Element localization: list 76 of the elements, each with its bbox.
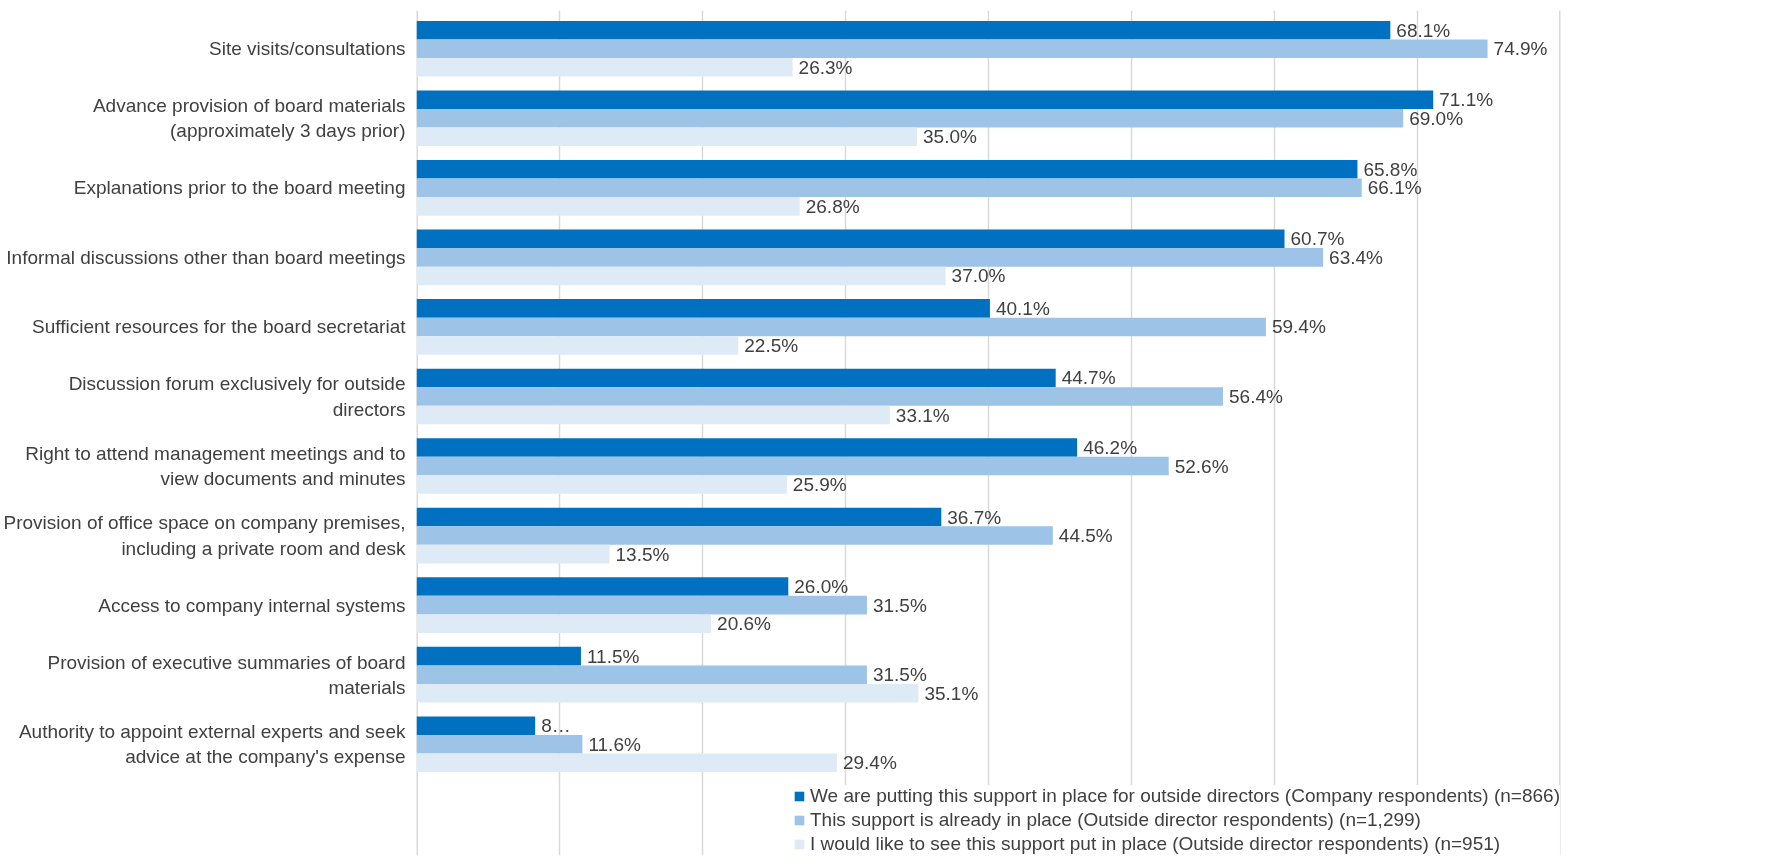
data-label: 56.4%	[1229, 385, 1283, 407]
y-tick-label: Explanations prior to the board meeting	[73, 177, 406, 199]
data-label: 8…	[541, 715, 571, 737]
bar	[416, 475, 787, 494]
bar	[416, 20, 1391, 40]
bar	[416, 299, 990, 318]
data-label: 26.3%	[798, 56, 853, 78]
y-tick-label: Provision of office space on company premises, including a private room and desk	[3, 512, 406, 559]
bar	[416, 456, 1169, 476]
y-tick-label: Access to company internal systems	[98, 594, 406, 616]
legend-label: This support is already in place (Outside director respondents) (n=1,299)	[809, 809, 1421, 831]
data-label: 20.6%	[717, 613, 772, 635]
data-label: 46.2%	[1083, 436, 1138, 458]
bar	[416, 336, 739, 355]
data-label: 59.4%	[1271, 316, 1326, 338]
data-label: 36.7%	[947, 506, 1002, 528]
bar	[416, 387, 1224, 406]
data-label: 11.5%	[586, 645, 640, 667]
y-tick-label: Advance provision of board materials (approximately 3 days prior)	[92, 95, 406, 142]
data-label: 35.0%	[923, 126, 977, 148]
bar	[416, 248, 1324, 267]
bar	[416, 368, 1056, 388]
data-label: 25.9%	[792, 474, 847, 496]
data-label: 74.9%	[1493, 38, 1548, 60]
data-label: 66.1%	[1367, 177, 1422, 199]
data-label: 31.5%	[872, 664, 927, 686]
bar	[416, 595, 867, 615]
data-label: 35.1%	[924, 682, 979, 704]
y-tick-label: Sufficient resources for the board secretariat	[31, 316, 407, 338]
bar	[416, 716, 536, 735]
bar	[416, 90, 1434, 110]
y-tick-label: Discussion forum exclusively for outside directors	[68, 373, 406, 420]
bar	[416, 614, 712, 633]
data-label: 33.1%	[895, 404, 950, 426]
bar	[416, 178, 1362, 198]
bar	[416, 665, 867, 684]
data-label: 26.0%	[794, 576, 849, 598]
data-label: 26.8%	[805, 195, 860, 217]
bar	[416, 646, 581, 666]
data-label: 11.6%	[588, 733, 641, 755]
bar	[416, 266, 946, 286]
legend-label: I would like to see this support put in place (Outside director respondents) (n=951)	[809, 833, 1501, 855]
bar	[416, 753, 837, 773]
bar	[416, 507, 942, 527]
data-label: 22.5%	[744, 334, 799, 356]
bar	[416, 577, 789, 596]
data-label: 44.7%	[1061, 367, 1116, 389]
data-label: 52.6%	[1174, 455, 1229, 477]
y-tick-label: Site visits/consultations	[209, 38, 406, 60]
y-tick-label: Authority to appoint external experts and seek advice at the company's expense	[18, 721, 406, 768]
bar	[416, 197, 800, 216]
bar	[416, 405, 890, 425]
bar	[416, 734, 583, 754]
legend-label: We are putting this support in place for outside directors (Company respondents) (n=866)	[809, 785, 1560, 807]
data-label: 31.5%	[872, 594, 927, 616]
data-label: 13.5%	[615, 543, 670, 565]
bar	[416, 683, 919, 703]
y-tick-label: Informal discussions other than board meetings	[6, 246, 406, 268]
bar	[416, 39, 1488, 59]
bar	[416, 58, 793, 77]
data-label: 37.0%	[951, 265, 1006, 287]
y-tick-label: Right to attend management meetings and to view documents and minutes	[25, 442, 406, 490]
bar	[416, 317, 1266, 337]
bar	[416, 160, 1358, 179]
data-label: 65.8%	[1363, 158, 1418, 180]
bar	[416, 229, 1285, 249]
bar	[416, 526, 1053, 545]
bar	[416, 109, 1404, 128]
data-label: 29.4%	[842, 752, 897, 774]
bar	[416, 544, 610, 564]
bar	[416, 127, 917, 147]
data-label: 68.1%	[1396, 19, 1451, 41]
data-label: 40.1%	[995, 297, 1050, 319]
y-tick-label: Provision of executive summaries of board materials	[47, 651, 406, 698]
bar	[416, 438, 1078, 457]
data-label: 44.5%	[1058, 525, 1113, 547]
